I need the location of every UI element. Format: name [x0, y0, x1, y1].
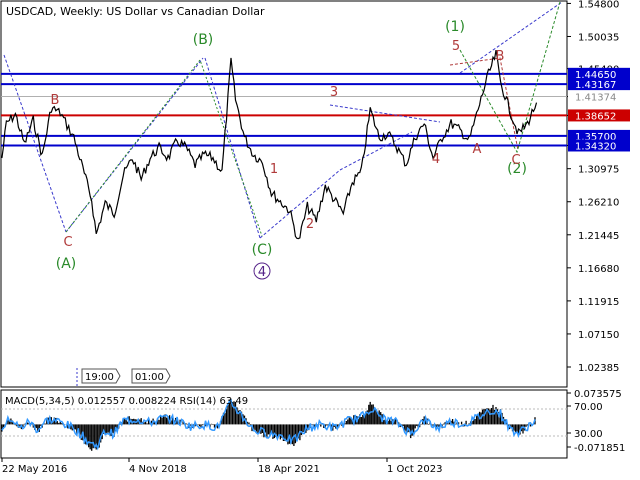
level-price-tag: [568, 109, 630, 122]
time-axis: 22 May 2016 4 Nov 2018 18 Apr 2021 1 Oct 20…: [1, 458, 442, 475]
price-tick-label: 1.21445: [578, 231, 619, 242]
level-price-tag-label: 1.34320: [575, 141, 616, 152]
bull-wave-projection: [459, 1, 561, 154]
macd-rsi-indicator: [1, 398, 567, 451]
wave-label-red: C: [63, 235, 72, 250]
wave-label-green: (A): [56, 256, 77, 272]
trend-line: [3, 54, 67, 233]
price-tick-label: 1.16680: [578, 264, 619, 275]
trend-line: [329, 104, 441, 123]
level-price-tag: [568, 129, 630, 142]
main-panel-frame: [0, 0, 568, 388]
session-tag-box: [81, 368, 121, 384]
price-tick-label: 1.11915: [578, 297, 619, 308]
macd-signal-line: [1, 399, 536, 451]
level-price-tag: [568, 139, 630, 152]
indicator-title: MACD(5,34,5) 0.012557 0.008224 RSI(14) 6…: [5, 396, 248, 407]
level-price-tag-label: 1.44650: [575, 70, 616, 81]
indicator-tick-label: 0.073575: [574, 389, 622, 400]
wave-label-green: (2): [507, 161, 527, 177]
price-tick-label: 1.26210: [578, 198, 619, 209]
wave-label-red: 4: [432, 152, 440, 167]
wave-label-circle: [253, 262, 271, 280]
indicator-axis: 0.073575 70.00 30.00 -0.071851: [567, 389, 625, 454]
wave-labels: (A) (B) (C) (1) (2) B C 1 2 3 4 5 A B C 4: [51, 19, 527, 280]
chart-title: USDCAD, Weekly: US Dollar vs Canadian Do…: [6, 5, 265, 18]
wave-label-red: 3: [330, 85, 338, 100]
price-tick-label: 1.07150: [578, 330, 619, 341]
time-tick-label: 22 May 2016: [2, 464, 67, 475]
session-tag[interactable]: 01:00: [131, 368, 171, 384]
horizontal-levels: [1, 72, 567, 147]
wave-label-green: (C): [252, 242, 273, 258]
session-tag-label: 19:00: [85, 372, 114, 383]
session-markers[interactable]: 19:00 01:00: [76, 368, 171, 387]
level-price-tag: [568, 78, 630, 91]
session-tag[interactable]: 19:00: [81, 368, 121, 384]
level-price-tag-label: 1.43167: [575, 80, 616, 91]
trend-line: [259, 169, 341, 239]
level-price-tag-label: 1.35700: [575, 132, 616, 143]
trend-line: [204, 57, 261, 239]
price-tick-label: 1.30975: [578, 165, 619, 176]
level-price-tag: [568, 90, 630, 103]
wave-label-red: C: [511, 153, 520, 168]
price-line: [1, 50, 538, 240]
bull-wave-history: [65, 58, 263, 237]
session-tag-label: 01:00: [135, 372, 164, 383]
price-tick-label: 1.50035: [578, 32, 619, 43]
wave-label-green: (1): [445, 19, 465, 35]
time-tick-label: 18 Apr 2021: [258, 464, 320, 475]
wave-label-red: A: [473, 142, 482, 157]
session-tag-box: [131, 368, 171, 384]
wave-label-red: 5: [452, 39, 460, 54]
wave-label-red: 2: [306, 217, 314, 232]
indicator-tick-label: -0.071851: [574, 443, 625, 454]
wave-label-red: B: [51, 93, 60, 108]
level-price-tag: [568, 67, 630, 80]
level-price-tag-label: 1.41374: [575, 93, 616, 104]
price-tick-label: 1.02385: [578, 363, 619, 374]
trend-line: [339, 131, 413, 171]
level-price-tag-label: 1.38652: [575, 111, 616, 122]
price-axis: 1.548001.500351.454001.413741.386521.343…: [567, 0, 619, 374]
indicator-tick-label: 70.00: [574, 402, 603, 413]
indicator-tick-label: 30.00: [574, 429, 603, 440]
time-tick-label: 1 Oct 2023: [387, 464, 442, 475]
wave-label-green: (B): [193, 32, 214, 48]
wave-label-red: B: [496, 49, 505, 64]
price-series: [1, 50, 538, 240]
time-tick-label: 4 Nov 2018: [129, 464, 187, 475]
price-tick-label: 1.54800: [578, 0, 619, 10]
wave-label-purple: 4: [258, 265, 266, 280]
wave-label-red: 1: [270, 162, 278, 177]
